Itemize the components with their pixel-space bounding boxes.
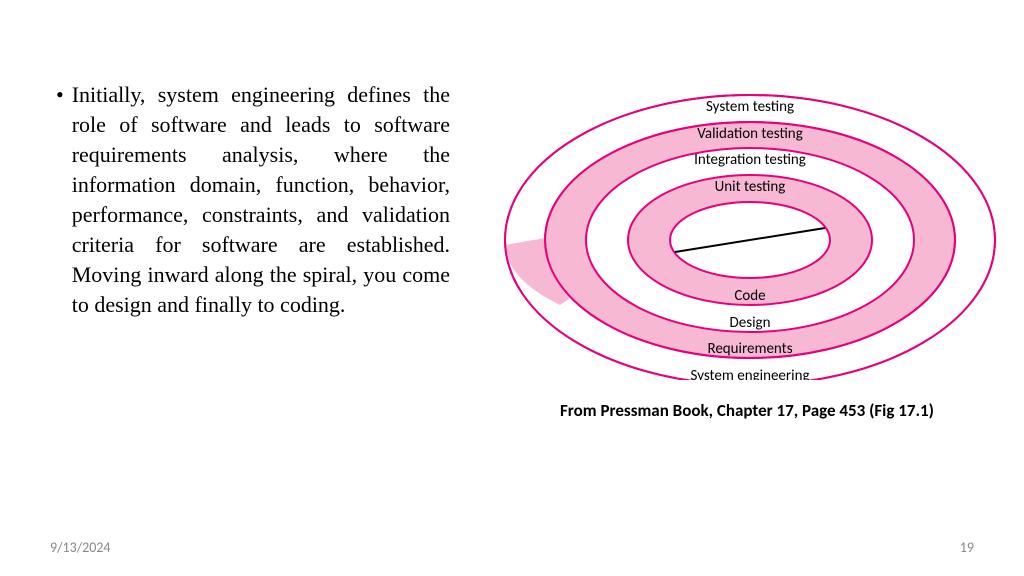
footer-page-number: 19 [960,539,974,556]
figure-caption: From Pressman Book, Chapter 17, Page 453… [560,400,934,421]
svg-text:System engineering: System engineering [690,367,809,380]
bullet-text: Initially, system engineering defines th… [72,80,450,320]
svg-text:Design: Design [730,314,771,332]
svg-text:Requirements: Requirements [707,340,792,358]
svg-text:Code: Code [734,287,765,305]
svg-text:Integration testing: Integration testing [694,151,806,169]
slide: • Initially, system engineering defines … [0,0,1024,576]
svg-text:Validation testing: Validation testing [697,125,803,143]
footer-date: 9/13/2024 [50,539,110,556]
svg-text:System testing: System testing [706,98,794,116]
spiral-diagram: System testing System engineering Validati… [500,70,1000,380]
bullet-block: • Initially, system engineering defines … [70,80,450,320]
bullet-item: • Initially, system engineering defines … [70,80,450,320]
bullet-marker: • [56,80,64,110]
svg-text:Unit testing: Unit testing [715,178,786,196]
spiral-svg: System testing System engineering Validati… [500,70,1000,380]
